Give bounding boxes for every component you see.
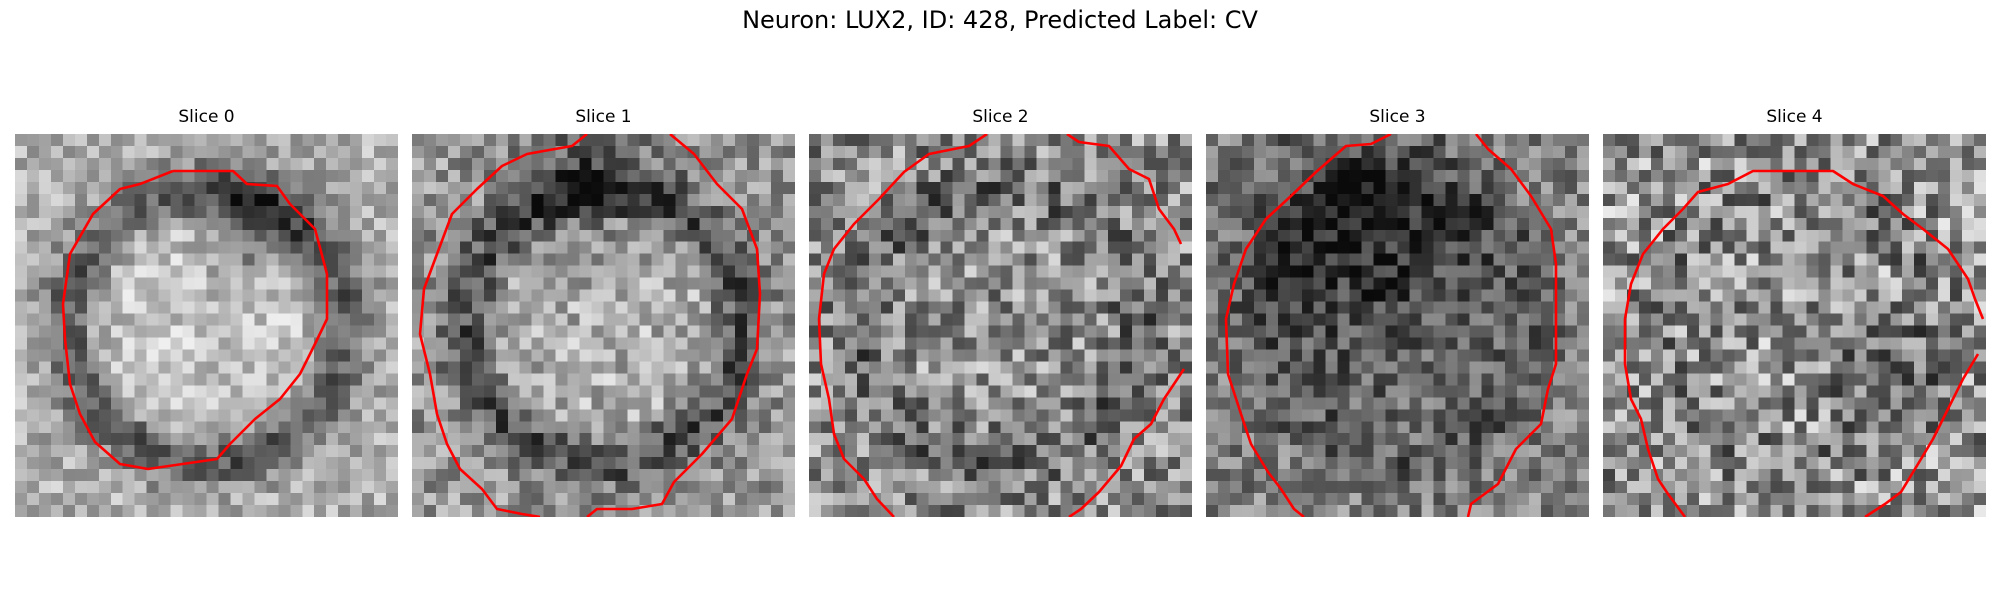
slice-panel-0: Slice 0 [15, 107, 398, 517]
slice-title-3: Slice 3 [1369, 107, 1426, 127]
slice-image-4 [1603, 134, 1986, 517]
slice-title-0: Slice 0 [178, 107, 235, 127]
slice-contour-3 [1224, 134, 1558, 517]
slice-panel-3: Slice 3 [1206, 107, 1589, 517]
slice-title-4: Slice 4 [1766, 107, 1823, 127]
slice-contour-2 [817, 134, 1186, 517]
slice-panel-4: Slice 4 [1603, 107, 1986, 517]
slice-image-0 [15, 134, 398, 517]
slice-panel-2: Slice 2 [809, 107, 1192, 517]
slice-image-3 [1206, 134, 1589, 517]
slice-contour-0 [61, 169, 329, 471]
slice-contour-1 [418, 134, 762, 517]
slice-title-2: Slice 2 [972, 107, 1029, 127]
slice-title-1: Slice 1 [575, 107, 632, 127]
slice-contour-4 [1623, 169, 1985, 517]
slice-panel-1: Slice 1 [412, 107, 795, 517]
figure-title: Neuron: LUX2, ID: 428, Predicted Label: … [742, 6, 1258, 34]
